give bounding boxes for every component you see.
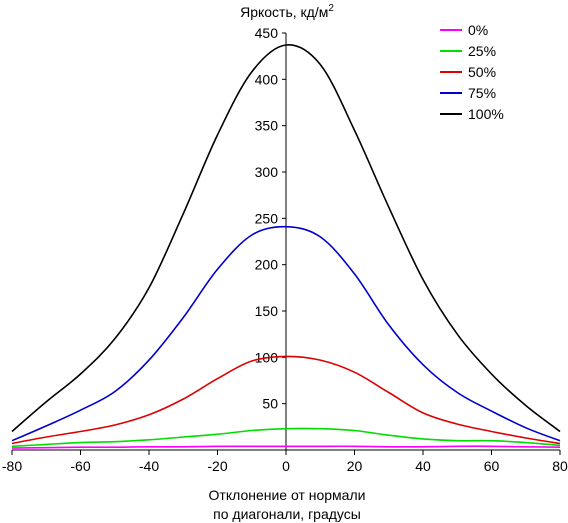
x-axis-label-line1: Отклонение от нормали — [209, 487, 366, 503]
x-tick-label: 40 — [415, 458, 431, 474]
y-tick-label: 200 — [255, 257, 279, 273]
legend-label: 100% — [468, 106, 504, 122]
x-tick-label: 80 — [552, 458, 568, 474]
legend: 0% 25% 50% 75% 100% — [440, 22, 504, 122]
y-tick-label: 350 — [255, 118, 279, 134]
legend-label: 50% — [468, 64, 496, 80]
y-tick-label: 400 — [255, 71, 279, 87]
y-tick-label: 450 — [255, 25, 279, 41]
series-line-100pct — [11, 44, 561, 433]
series-line-0pct — [11, 445, 561, 449]
x-tick-label: 60 — [484, 458, 500, 474]
y-tick-label: 150 — [255, 303, 279, 319]
x-axis-label-line2: по диагонали, градусы — [213, 506, 361, 522]
series-line-25pct — [11, 427, 561, 448]
x-axis-ticks: -80 -60 -40 -20 0 20 40 60 80 — [2, 450, 568, 474]
legend-label: 25% — [468, 43, 496, 59]
chart-title: Яркость, кд/м2 — [240, 3, 334, 20]
x-tick-label: -20 — [207, 458, 227, 474]
y-tick-label: 300 — [255, 164, 279, 180]
series-line-75pct — [11, 225, 561, 442]
y-tick-label: 250 — [255, 210, 279, 226]
series-line-50pct — [11, 355, 561, 445]
x-tick-label: 20 — [347, 458, 363, 474]
legend-label: 75% — [468, 85, 496, 101]
x-tick-label: -40 — [139, 458, 159, 474]
x-tick-label: -80 — [2, 458, 22, 474]
legend-label: 0% — [468, 22, 488, 38]
x-tick-label: -60 — [70, 458, 90, 474]
series-lines — [11, 44, 561, 449]
y-tick-label: 50 — [262, 396, 278, 412]
x-tick-label: 0 — [282, 458, 290, 474]
